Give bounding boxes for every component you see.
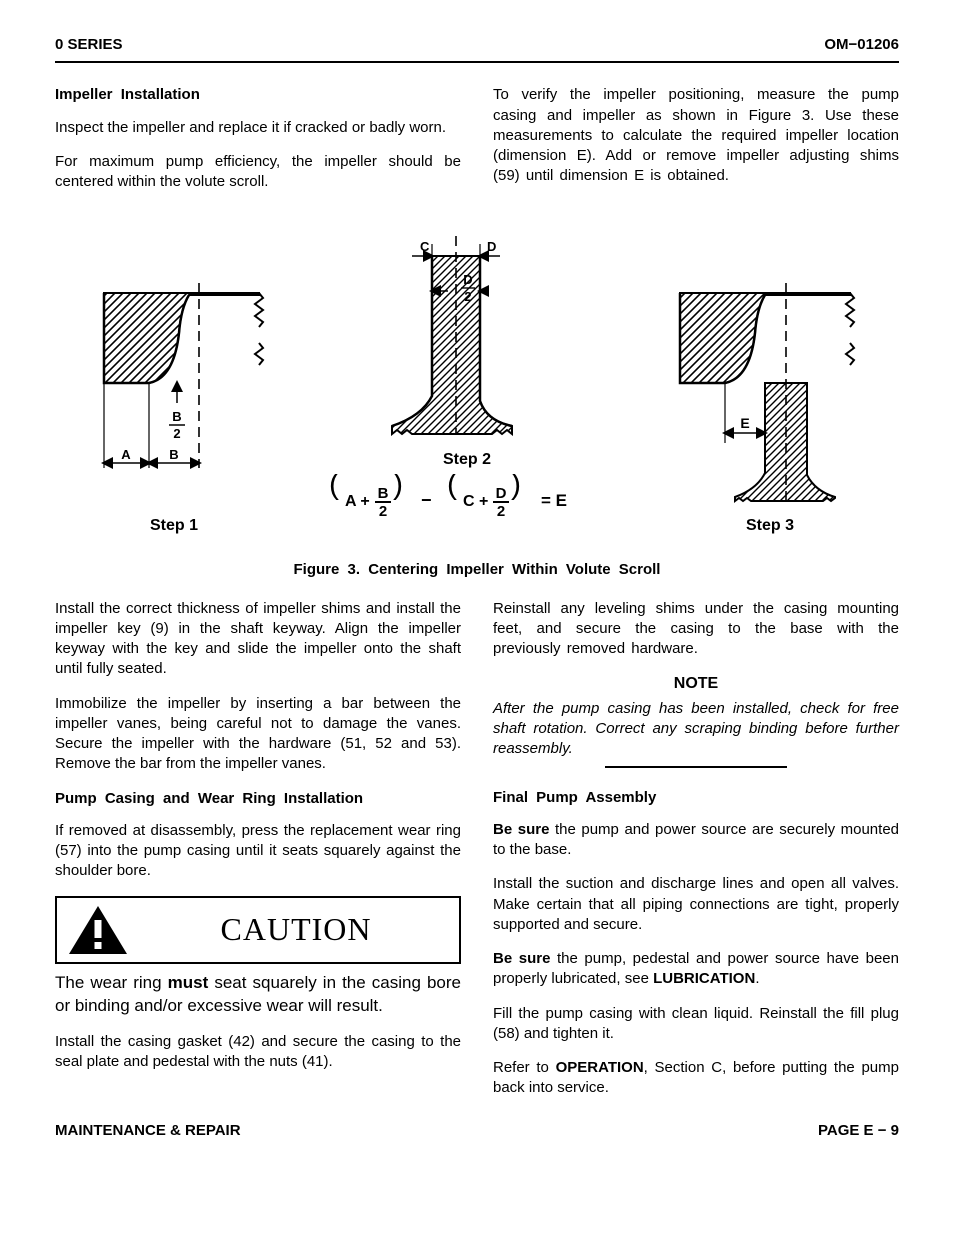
svg-text:): ) [511, 474, 521, 501]
lower-columns: Install the correct thickness of impelle… [55, 599, 899, 1099]
svg-text:D: D [463, 272, 472, 287]
para-be-sure-1: Be sure the pump and power source are se… [493, 820, 899, 861]
step3-label: Step 3 [655, 515, 885, 537]
col-right-bottom: Reinstall any leveling shims under the c… [493, 599, 899, 1099]
svg-text:2: 2 [497, 503, 505, 520]
be-sure-1-bold: Be sure [493, 821, 549, 838]
svg-text:E: E [740, 415, 749, 431]
be-sure-2-bold: Be sure [493, 950, 550, 967]
heading-final-assembly: Final Pump Assembly [493, 788, 899, 808]
refer-a: Refer to [493, 1059, 556, 1076]
note-title: NOTE [493, 673, 899, 695]
svg-text:): ) [393, 474, 403, 501]
operation-ref: OPERATION [556, 1059, 644, 1076]
para-refer-operation: Refer to OPERATION, Section C, before pu… [493, 1058, 899, 1099]
be-sure-1-rest: the pump and power source are securely m… [493, 821, 899, 858]
page-header: 0 SERIES OM−01206 [55, 35, 899, 63]
para-immobilize: Immobilize the impeller by inserting a b… [55, 694, 461, 775]
para-fill-casing: Fill the pump casing with clean liquid. … [493, 1004, 899, 1045]
heading-impeller-installation: Impeller Installation [55, 85, 461, 105]
be-sure-2-end: . [755, 970, 759, 987]
figure-row: B 2 A B Step 1 [55, 216, 899, 536]
svg-text:D: D [487, 239, 496, 254]
footer-left: MAINTENANCE & REPAIR [55, 1121, 241, 1141]
svg-text:2: 2 [173, 426, 180, 441]
svg-text:D: D [496, 485, 507, 502]
header-left: 0 SERIES [55, 35, 123, 55]
step1-label: Step 1 [69, 515, 279, 537]
intro-columns: Impeller Installation Inspect the impell… [55, 85, 899, 206]
figure-step3: E Step 3 [655, 283, 885, 537]
caution-body: The wear ring must seat squarely in the … [55, 972, 461, 1018]
svg-text:A +: A + [345, 493, 370, 510]
warning-triangle-icon [67, 904, 129, 956]
figure-step2: C D D 2 Step 2 ( A + B [317, 216, 617, 536]
formula: ( A + B 2 ) − ( C + D 2 ) = E [317, 474, 617, 536]
heading-casing: Pump Casing and Wear Ring Installation [55, 789, 461, 809]
caution-text-b: must [168, 973, 209, 992]
figure-caption: Figure 3. Centering Impeller Within Volu… [55, 560, 899, 580]
note-body: After the pump casing has been installed… [493, 699, 899, 760]
figure-step1: B 2 A B Step 1 [69, 283, 279, 537]
svg-text:C: C [420, 239, 430, 254]
step2-label: Step 2 [317, 449, 617, 471]
para-inspect: Inspect the impeller and replace it if c… [55, 118, 461, 138]
svg-text:C +: C + [463, 493, 488, 510]
para-reinstall-shims: Reinstall any leveling shims under the c… [493, 599, 899, 660]
caution-text-a: The wear ring [55, 973, 168, 992]
header-right: OM−01206 [824, 35, 899, 55]
col-left-top: Impeller Installation Inspect the impell… [55, 85, 461, 206]
svg-text:(: ( [329, 474, 339, 501]
footer-right: PAGE E − 9 [818, 1121, 899, 1141]
caution-box: CAUTION [55, 896, 461, 964]
svg-text:−: − [421, 490, 432, 510]
figure-3: B 2 A B Step 1 [55, 216, 899, 580]
para-suction-discharge: Install the suction and discharge lines … [493, 874, 899, 935]
para-wear-ring: If removed at disassembly, press the rep… [55, 821, 461, 882]
para-verify-positioning: To verify the impeller positioning, meas… [493, 85, 899, 186]
note-rule [605, 766, 788, 768]
para-casing-gasket: Install the casing gasket (42) and secur… [55, 1032, 461, 1073]
page-footer: MAINTENANCE & REPAIR PAGE E − 9 [55, 1121, 899, 1141]
svg-text:B: B [378, 485, 389, 502]
svg-text:A: A [121, 447, 131, 462]
col-right-top: To verify the impeller positioning, meas… [493, 85, 899, 206]
para-max-efficiency: For maximum pump efficiency, the impelle… [55, 152, 461, 193]
para-be-sure-2: Be sure the pump, pedestal and power sou… [493, 949, 899, 990]
svg-text:B: B [169, 447, 178, 462]
svg-text:(: ( [447, 474, 457, 501]
para-install-shims: Install the correct thickness of impelle… [55, 599, 461, 680]
svg-text:B: B [172, 409, 181, 424]
svg-text:2: 2 [379, 503, 387, 520]
caution-label: CAUTION [143, 908, 449, 951]
svg-text:2: 2 [464, 289, 471, 304]
col-left-bottom: Install the correct thickness of impelle… [55, 599, 461, 1099]
lubrication-ref: LUBRICATION [653, 970, 755, 987]
svg-text:= E: = E [541, 491, 567, 510]
